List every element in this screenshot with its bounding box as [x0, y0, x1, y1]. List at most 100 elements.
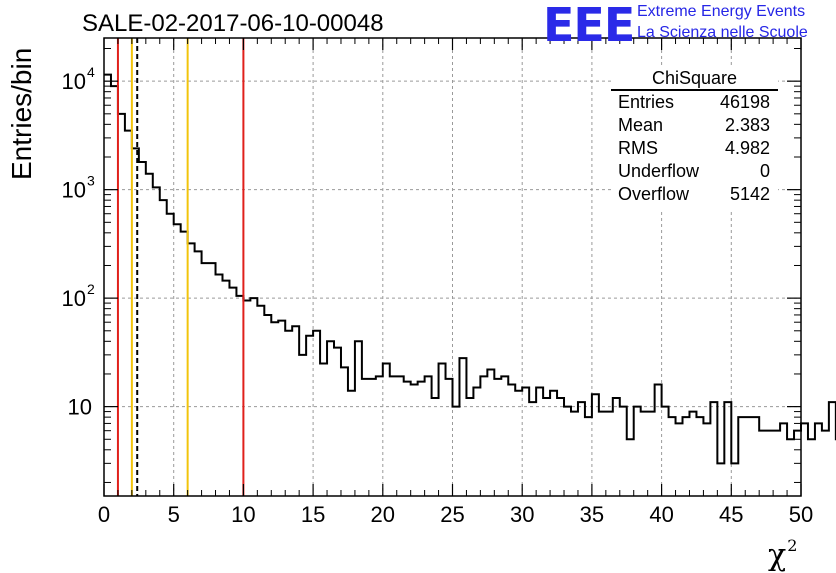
histogram-bin: [634, 407, 641, 496]
y-tick-label: 10: [62, 178, 86, 203]
histogram-bin: [209, 263, 216, 496]
histogram-bin: [299, 355, 306, 496]
histogram-bin: [139, 162, 146, 496]
histogram-bin: [745, 417, 752, 496]
histogram-bin: [801, 423, 808, 496]
histogram-bin: [202, 263, 209, 496]
histogram-bin: [606, 412, 613, 496]
histogram-bin: [627, 439, 634, 496]
stats-value: 46198: [720, 92, 770, 113]
stats-key: Overflow: [618, 184, 689, 205]
x-tick-label: 50: [789, 502, 813, 527]
x-tick-label: 35: [580, 502, 604, 527]
histogram-bin: [264, 315, 271, 496]
histogram-bin: [418, 382, 425, 496]
stats-row-underflow: Underflow 0: [618, 161, 770, 183]
histogram-bin: [257, 306, 264, 496]
histogram-bin: [585, 417, 592, 496]
logo-line1: Extreme Energy Events: [637, 3, 805, 21]
stats-divider: [611, 89, 778, 91]
histogram-bin: [662, 407, 669, 496]
histogram-bin: [313, 331, 320, 496]
histogram-bin: [613, 398, 620, 496]
x-axis-label-exponent: 2: [787, 536, 797, 555]
histogram-bin: [808, 439, 815, 496]
stats-box: ChiSquare Entries 46198 Mean 2.383 RMS 4…: [611, 66, 778, 210]
histogram-bin: [738, 417, 745, 496]
y-tick-exponent: 4: [87, 64, 95, 80]
y-axis-label: Entries/bin: [6, 48, 38, 180]
histogram-bin: [773, 431, 780, 496]
histogram-bin: [529, 402, 536, 496]
stats-key: Underflow: [618, 161, 699, 182]
histogram-bin: [446, 379, 453, 496]
x-tick-label: 30: [510, 502, 534, 527]
x-tick-label: 10: [231, 502, 255, 527]
histogram-bin: [174, 224, 181, 496]
histogram-bin: [278, 321, 285, 496]
histogram-bin: [243, 301, 250, 496]
y-tick-exponent: 2: [87, 281, 95, 297]
histogram-bin: [125, 131, 132, 496]
histogram-bin: [752, 417, 759, 496]
histogram-bin: [118, 114, 125, 496]
histogram-bin: [669, 417, 676, 496]
histogram-bin: [731, 463, 738, 496]
histogram-bin: [229, 288, 236, 496]
histogram-bin: [592, 394, 599, 496]
run-title: SALE-02-2017-06-10-00048: [82, 10, 384, 38]
histogram-bin: [689, 412, 696, 496]
histogram-bin: [780, 423, 787, 496]
histogram-bin: [515, 391, 522, 496]
stats-value: 4.982: [725, 138, 770, 159]
histogram-bin: [543, 398, 550, 496]
x-tick-label: 45: [719, 502, 743, 527]
histogram-bin: [759, 431, 766, 496]
histogram-bin: [432, 398, 439, 496]
histogram-bin: [717, 463, 724, 496]
histogram-bin: [411, 384, 418, 496]
stats-value: 0: [760, 161, 770, 182]
y-tick-label: 10: [62, 69, 86, 94]
stats-value: 2.383: [725, 115, 770, 136]
histogram-bin: [425, 376, 432, 496]
histogram-bin: [369, 379, 376, 496]
histogram-bin: [696, 417, 703, 496]
x-axis-label: χ2: [768, 536, 797, 573]
histogram-bin: [536, 388, 543, 496]
histogram-bin: [703, 423, 710, 496]
histogram-bin: [188, 243, 195, 496]
x-tick-label: 40: [649, 502, 673, 527]
stats-key: Mean: [618, 115, 663, 136]
stats-row-rms: RMS 4.982: [618, 138, 770, 160]
x-axis-label-base: χ: [768, 538, 786, 573]
histogram-bin: [334, 348, 341, 496]
histogram-bin: [146, 174, 153, 496]
histogram-bin: [285, 331, 292, 496]
histogram-bin: [466, 398, 473, 496]
histogram-bin: [348, 391, 355, 496]
histogram-bin: [487, 369, 494, 496]
histogram-bin: [787, 439, 794, 496]
eee-logo: EEE Extreme Energy Events La Scienza nel…: [543, 0, 833, 46]
histogram-bin: [453, 407, 460, 496]
x-tick-label: 20: [371, 502, 395, 527]
histogram-bin: [153, 187, 160, 496]
histogram-bin: [501, 376, 508, 496]
histogram-bin: [480, 376, 487, 496]
histogram-bin: [181, 232, 188, 496]
histogram-bin: [459, 358, 466, 496]
histogram-bin: [620, 407, 627, 496]
histogram-bin: [710, 402, 717, 496]
histogram-bin: [822, 431, 829, 496]
histogram-bin: [160, 200, 167, 496]
histogram-bin: [473, 388, 480, 496]
histogram-bin: [676, 423, 683, 496]
histogram-bin: [306, 336, 313, 496]
stats-key: Entries: [618, 92, 674, 113]
histogram-bin: [599, 412, 606, 496]
histogram-bin: [578, 402, 585, 496]
histogram-bin: [655, 384, 662, 496]
histogram-bin: [404, 382, 411, 496]
histogram-bin: [167, 214, 174, 496]
